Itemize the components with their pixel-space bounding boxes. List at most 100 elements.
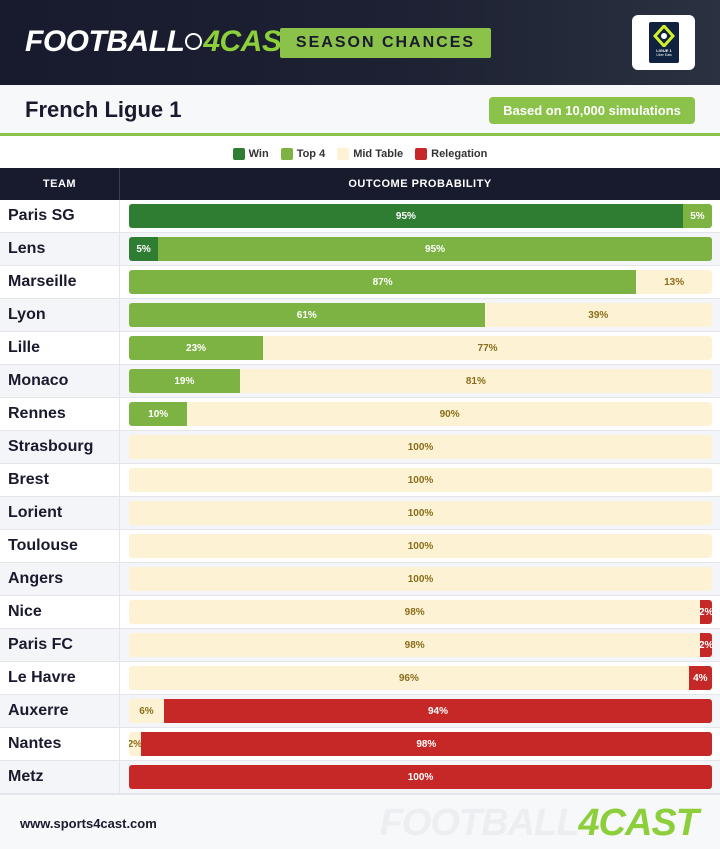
bar-label: 100% [407, 507, 434, 519]
bar-segment-top4: 87% [129, 270, 637, 294]
probability-bar: 95% 5% [129, 204, 712, 228]
probability-bar: 2% 98% [129, 732, 712, 756]
bar-segment-top4: 19% [129, 369, 240, 393]
probability-bar: 100% [129, 435, 712, 459]
bar-label: 39% [588, 309, 609, 321]
bar-segment-mid: 98% [129, 600, 701, 624]
probability-bar: 61% 39% [129, 303, 712, 327]
legend-win: Win [232, 147, 269, 160]
team-rows: Paris SG 95% 5% Lens 5% 95% Marseille 87% 13% Lyo… [0, 200, 720, 794]
probability-bar: 10% 90% [129, 402, 712, 426]
bar-segment-mid: 96% [129, 666, 689, 690]
team-name: Rennes [0, 398, 120, 430]
team-name: Toulouse [0, 530, 120, 562]
bar-segment-mid: 77% [263, 336, 712, 360]
team-name: Angers [0, 563, 120, 595]
bar-label: 6% [139, 705, 154, 717]
bar-segment-mid: 13% [636, 270, 712, 294]
bar-segment-rel: 4% [688, 666, 712, 690]
table-row: Nice 98% 2% [0, 596, 720, 629]
bar-label: 23% [186, 342, 207, 354]
table-row: Strasbourg 100% [0, 431, 720, 464]
football-icon [185, 33, 203, 50]
probability-bar: 100% [129, 468, 712, 492]
table-row: Le Havre 96% 4% [0, 662, 720, 695]
bar-segment-rel: 100% [129, 765, 712, 789]
table-row: Toulouse 100% [0, 530, 720, 563]
table-row: Paris FC 98% 2% [0, 629, 720, 662]
team-name: Le Havre [0, 662, 120, 694]
bar-segment-mid: 6% [129, 699, 164, 723]
team-name: Lorient [0, 497, 120, 529]
bar-label: 10% [148, 408, 169, 420]
bar-segment-mid: 90% [187, 402, 712, 426]
bar-label: 61% [296, 309, 317, 321]
bar-segment-mid: 100% [129, 501, 712, 525]
footer-brand-logo: FOOTBALL4CAST [379, 802, 699, 844]
probability-bar: 19% 81% [129, 369, 712, 393]
bar-label: 95% [395, 210, 416, 222]
bar-label: 81% [465, 375, 486, 387]
bar-label: 98% [404, 606, 425, 618]
table-header: TEAM OUTCOME PROBABILITY [0, 168, 720, 200]
site-url[interactable]: www.sports4cast.com [20, 816, 157, 831]
header-banner: FOOTBALL 4CAST SEASON CHANCES LIGUE 1 Ube… [0, 0, 720, 85]
bar-segment-rel: 94% [163, 699, 712, 723]
bar-segment-top4: 23% [129, 336, 264, 360]
bar-label: 2% [129, 738, 143, 750]
bar-segment-mid: 100% [129, 534, 712, 558]
brand-logo: FOOTBALL 4CAST [25, 25, 300, 58]
bar-label: 98% [416, 738, 437, 750]
probability-bar: 98% 2% [129, 633, 712, 657]
team-name: Lyon [0, 299, 120, 331]
footer: www.sports4cast.com FOOTBALL4CAST [0, 794, 720, 849]
bar-label: 13% [664, 276, 685, 288]
season-chances-badge: SEASON CHANCES [280, 28, 491, 58]
team-name: Nice [0, 596, 120, 628]
team-name: Lens [0, 233, 120, 265]
bar-segment-mid: 81% [239, 369, 712, 393]
table-row: Angers 100% [0, 563, 720, 596]
bar-label: 2% [698, 639, 712, 651]
probability-bar: 100% [129, 534, 712, 558]
legend-relegation: Relegation [415, 147, 487, 160]
bar-label: 98% [404, 639, 425, 651]
bar-segment-top4: 95% [158, 237, 712, 261]
bar-label: 2% [698, 606, 712, 618]
bar-segment-top4: 5% [682, 204, 712, 228]
table-row: Nantes 2% 98% [0, 728, 720, 761]
team-name: Nantes [0, 728, 120, 760]
table-row: Auxerre 6% 94% [0, 695, 720, 728]
team-column-header: TEAM [0, 168, 120, 200]
ligue1-logo: LIGUE 1 Uber Eats [632, 15, 695, 70]
team-name: Monaco [0, 365, 120, 397]
bar-segment-win: 95% [129, 204, 683, 228]
probability-bar: 100% [129, 501, 712, 525]
legend-mid-table: Mid Table [337, 147, 403, 160]
probability-bar: 98% 2% [129, 600, 712, 624]
bar-label: 100% [407, 771, 434, 783]
bar-label: 100% [407, 474, 434, 486]
table-row: Lyon 61% 39% [0, 299, 720, 332]
bar-label: 19% [174, 375, 195, 387]
table-row: Lille 23% 77% [0, 332, 720, 365]
bar-segment-rel: 98% [140, 732, 712, 756]
probability-bar: 100% [129, 765, 712, 789]
table-row: Marseille 87% 13% [0, 266, 720, 299]
chart-legend: Win Top 4 Mid Table Relegation [0, 139, 720, 168]
title-bar: French Ligue 1 Based on 10,000 simulatio… [0, 85, 720, 136]
legend-swatch [337, 147, 350, 160]
probability-bar: 5% 95% [129, 237, 712, 261]
probability-column-header: OUTCOME PROBABILITY [348, 178, 492, 190]
table-row: Brest 100% [0, 464, 720, 497]
table-row: Monaco 19% 81% [0, 365, 720, 398]
table-row: Paris SG 95% 5% [0, 200, 720, 233]
bar-segment-rel: 2% [698, 600, 712, 624]
table-row: Rennes 10% 90% [0, 398, 720, 431]
bar-label: 4% [693, 672, 708, 684]
bar-label: 100% [407, 540, 434, 552]
probability-bar: 100% [129, 567, 712, 591]
bar-segment-mid: 2% [129, 732, 143, 756]
bar-label: 5% [136, 243, 151, 255]
legend-top4: Top 4 [280, 147, 325, 160]
